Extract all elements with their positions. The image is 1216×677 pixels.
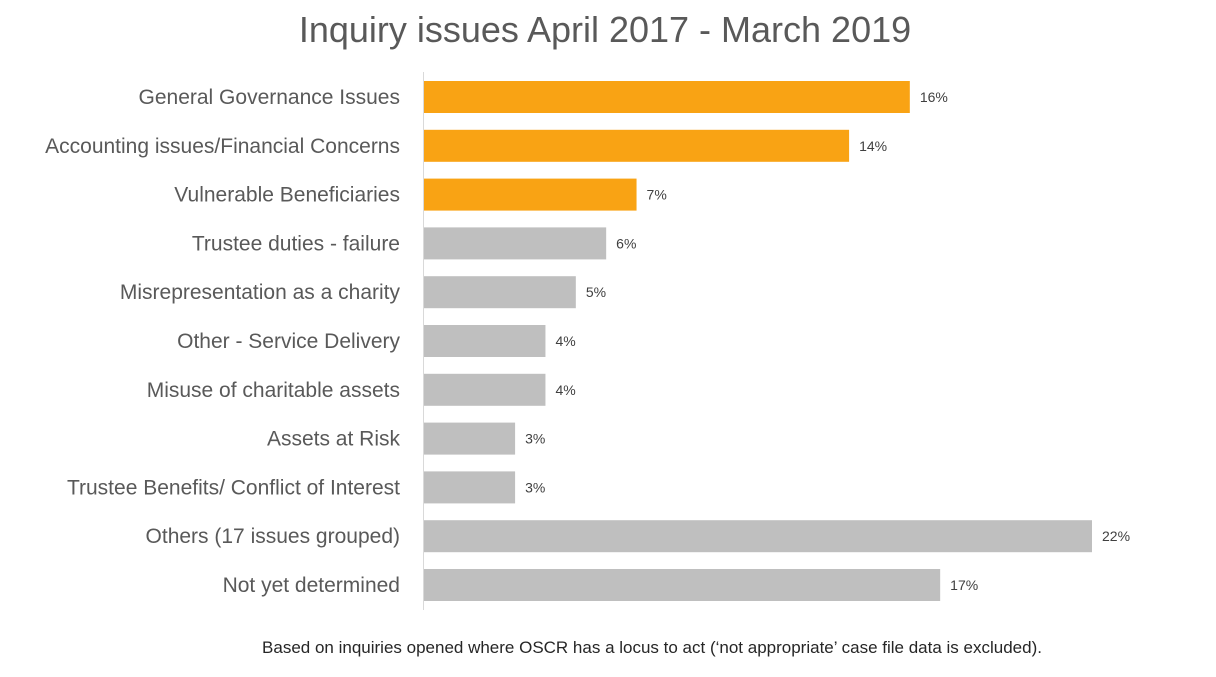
- bar: [424, 471, 516, 504]
- bar: [424, 227, 607, 260]
- bar: [424, 129, 850, 162]
- category-label: Trustee duties - failure: [192, 232, 400, 255]
- category-label: Others (17 issues grouped): [146, 525, 400, 548]
- bar: [424, 520, 1092, 553]
- data-label: 16%: [920, 89, 948, 105]
- category-label: Assets at Risk: [267, 428, 401, 451]
- category-label: Accounting issues/Financial Concerns: [45, 135, 400, 158]
- data-label: 3%: [525, 431, 545, 447]
- bar: [424, 325, 546, 357]
- data-label: 3%: [525, 479, 545, 495]
- chart-footnote: Based on inquiries opened where OSCR has…: [262, 638, 1042, 657]
- category-label: Vulnerable Beneficiaries: [174, 184, 400, 207]
- data-label: 5%: [586, 284, 606, 300]
- data-label: 17%: [950, 577, 978, 593]
- category-label: Not yet determined: [223, 574, 400, 597]
- category-labels: General Governance Issues Accounting issu…: [45, 86, 400, 597]
- category-label: Misuse of charitable assets: [147, 379, 400, 402]
- chart-title: Inquiry issues April 2017 - March 2019: [298, 9, 912, 50]
- data-label: 4%: [555, 382, 575, 398]
- bars-layer: [424, 81, 1092, 601]
- category-label: Misrepresentation as a charity: [120, 281, 401, 304]
- data-label: 6%: [616, 235, 636, 251]
- category-label: Trustee Benefits/ Conflict of Interest: [67, 476, 400, 499]
- bar: [424, 276, 576, 309]
- bar: [424, 373, 546, 406]
- data-label: 22%: [1102, 528, 1130, 544]
- data-label: 7%: [647, 187, 667, 203]
- category-label: General Governance Issues: [139, 86, 400, 109]
- bar: [424, 422, 516, 455]
- bar: [424, 178, 637, 211]
- bar: [424, 81, 910, 113]
- data-label: 14%: [859, 138, 887, 154]
- category-label: Other - Service Delivery: [177, 330, 400, 353]
- bar: [424, 569, 941, 601]
- value-labels: 16% 14% 7% 6% 5% 4% 4% 3% 3% 22% 17%: [525, 89, 1130, 593]
- data-label: 4%: [555, 333, 575, 349]
